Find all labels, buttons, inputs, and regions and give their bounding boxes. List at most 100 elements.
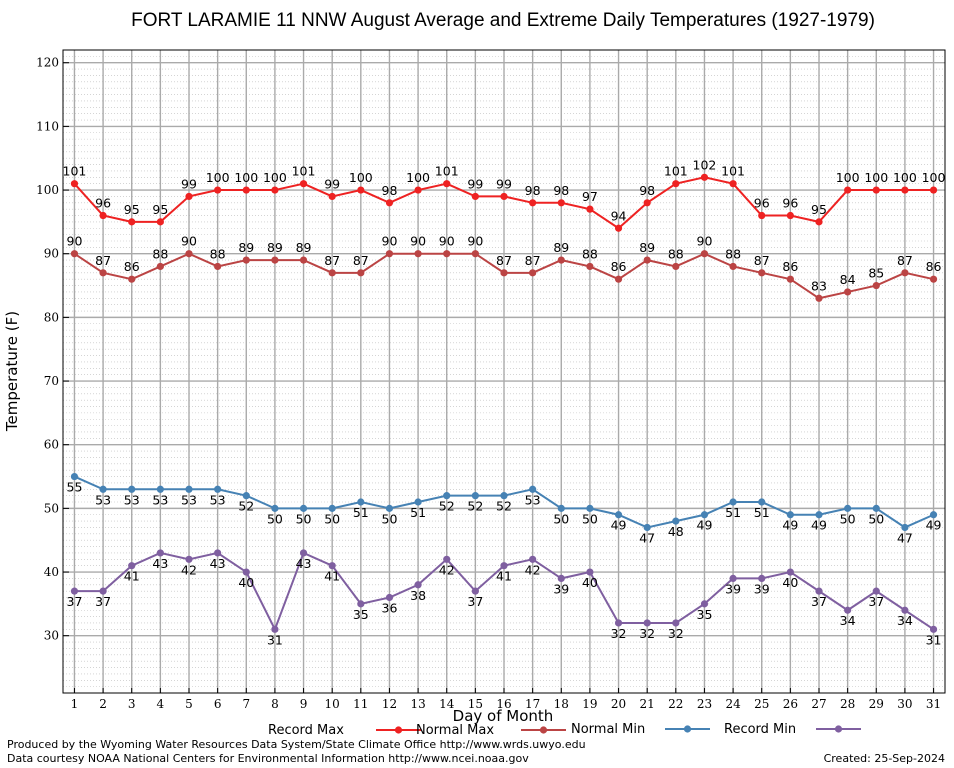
data-label: 32	[611, 626, 627, 641]
data-point	[214, 549, 222, 557]
x-tick-label: 21	[640, 697, 655, 711]
data-point	[242, 568, 250, 576]
x-tick-label: 20	[611, 697, 626, 711]
data-point	[128, 275, 136, 283]
data-label: 101	[664, 164, 688, 179]
data-label: 32	[668, 626, 684, 641]
data-point	[414, 250, 422, 258]
data-label: 87	[324, 253, 340, 268]
data-point	[70, 587, 79, 595]
data-label: 101	[292, 164, 316, 179]
data-point	[700, 250, 709, 258]
data-label: 98	[639, 183, 655, 198]
data-point	[414, 186, 422, 194]
data-point	[299, 504, 308, 512]
data-point	[299, 256, 308, 264]
data-label: 86	[611, 259, 627, 274]
data-point	[471, 492, 479, 500]
data-point	[557, 256, 565, 264]
x-tick-label: 7	[242, 697, 250, 711]
data-point	[872, 281, 880, 290]
data-label: 49	[611, 518, 627, 533]
data-label: 86	[124, 259, 140, 274]
data-point	[271, 186, 279, 194]
data-label: 88	[725, 246, 741, 261]
y-axis-label: Temperature (F)	[3, 311, 21, 432]
data-label: 50	[267, 511, 283, 526]
data-label: 53	[95, 492, 111, 507]
data-label: 100	[864, 170, 888, 185]
data-point	[99, 587, 107, 595]
data-point	[929, 625, 938, 633]
grid	[63, 49, 945, 694]
data-label: 100	[406, 170, 430, 185]
data-point	[385, 250, 394, 258]
x-tick-label: 12	[382, 697, 397, 711]
data-point	[99, 485, 107, 493]
data-point	[414, 498, 422, 506]
data-label: 53	[124, 492, 140, 507]
chart-title: FORT LARAMIE 11 NNW August Average and E…	[131, 10, 875, 31]
data-point	[271, 504, 279, 512]
data-label: 35	[353, 607, 369, 622]
data-label: 51	[353, 505, 369, 520]
data-point	[729, 180, 737, 188]
data-point	[643, 619, 651, 627]
data-label: 47	[897, 530, 913, 545]
data-point	[758, 498, 766, 506]
y-tick-label: 100	[36, 183, 59, 197]
x-tick-label: 25	[754, 697, 769, 711]
data-label: 90	[67, 234, 83, 249]
data-point	[815, 511, 823, 519]
data-point	[185, 250, 193, 258]
data-label: 39	[553, 581, 569, 596]
data-point	[729, 498, 737, 506]
x-tick-label: 1	[71, 697, 79, 711]
data-label: 34	[840, 613, 856, 628]
data-label: 99	[496, 176, 512, 191]
legend-label-normal-max: Normal Max	[416, 723, 494, 738]
data-label: 87	[754, 253, 770, 268]
legend-label-record-min: Record Min	[724, 722, 796, 737]
data-point	[156, 485, 164, 493]
data-label: 88	[668, 246, 684, 261]
data-label: 51	[410, 505, 426, 520]
data-point	[901, 523, 909, 532]
data-label: 102	[693, 157, 717, 172]
data-label: 55	[67, 480, 83, 495]
data-point	[901, 269, 909, 277]
data-label: 50	[382, 511, 398, 526]
data-point	[271, 256, 279, 264]
data-point	[185, 192, 193, 201]
data-label: 100	[836, 170, 860, 185]
data-label: 49	[811, 518, 827, 533]
data-point	[500, 269, 508, 277]
data-point	[901, 606, 909, 614]
data-point	[929, 186, 938, 194]
data-label: 89	[267, 240, 283, 255]
x-tick-label: 10	[325, 697, 340, 711]
data-point	[729, 262, 737, 271]
series-record-min: 37 37 41 43 42 43 40 31 43 41 35 36 38 42 37 41 42 39 40 32…	[67, 549, 941, 647]
data-label: 42	[181, 562, 197, 577]
data-label: 90	[410, 234, 426, 249]
data-label: 90	[467, 234, 483, 249]
data-point	[901, 186, 909, 194]
data-label: 88	[582, 246, 598, 261]
y-tick-label: 50	[44, 501, 59, 515]
data-label: 88	[152, 246, 168, 261]
data-label: 100	[893, 170, 917, 185]
data-point	[643, 523, 651, 532]
data-point	[529, 485, 537, 493]
data-point	[471, 250, 479, 258]
data-point	[815, 294, 823, 302]
data-label: 39	[725, 581, 741, 596]
data-label: 31	[267, 632, 283, 647]
data-label: 51	[754, 505, 770, 520]
data-label: 90	[181, 234, 197, 249]
data-label: 32	[639, 626, 655, 641]
data-label: 87	[95, 253, 111, 268]
data-label: 38	[410, 588, 426, 603]
data-label: 90	[382, 234, 398, 249]
